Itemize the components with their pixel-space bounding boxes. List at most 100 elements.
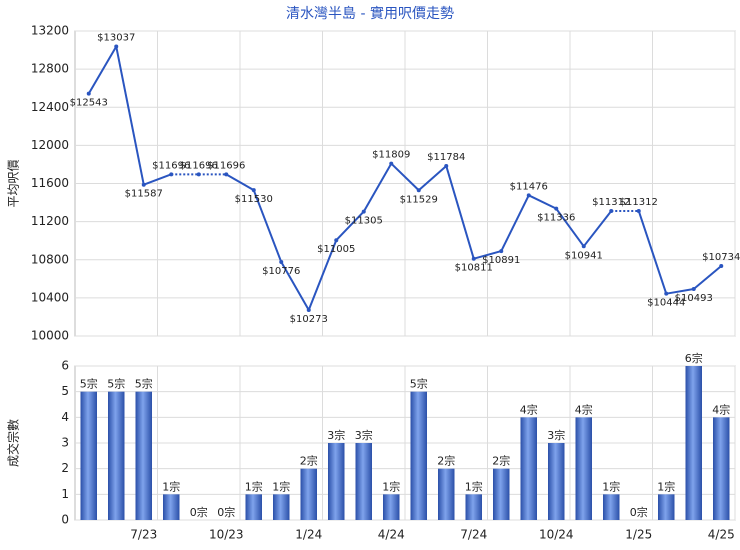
bar (300, 468, 317, 520)
line-point (361, 209, 366, 214)
line-point (691, 287, 696, 292)
y-axis-label: 平均呎價 (7, 159, 21, 207)
data-label: 4宗 (575, 402, 593, 416)
y-tick-label: 4 (61, 410, 69, 424)
line-segment (225, 173, 255, 192)
y-tick-label: 12400 (31, 100, 69, 114)
y-tick-label: 10000 (31, 329, 69, 343)
line-segment (445, 165, 475, 259)
bar (163, 494, 180, 520)
data-label: 3宗 (355, 428, 373, 442)
data-label: $11530 (235, 194, 273, 205)
line-point (444, 163, 449, 168)
bar (245, 494, 262, 520)
data-label: 2宗 (437, 454, 455, 468)
data-label: $11529 (400, 194, 438, 205)
x-tick-label: 7/24 (460, 528, 487, 542)
line-segment (693, 265, 722, 290)
data-label: 5宗 (135, 377, 153, 391)
line-point (251, 188, 256, 193)
line-segment (528, 194, 557, 210)
data-label: $10734 (702, 252, 740, 263)
y-tick-label: 5 (61, 384, 69, 398)
line-segment (280, 261, 310, 311)
data-label: $10941 (565, 250, 603, 261)
y-tick-label: 10400 (31, 290, 69, 304)
data-label: $11587 (125, 189, 163, 200)
bar (383, 494, 400, 520)
chart-title: 清水灣半島 - 實用呎價走勢 (286, 5, 454, 22)
y-tick-label: 2 (61, 461, 69, 475)
line-point (334, 238, 339, 243)
line-segment (362, 163, 393, 213)
data-label: 5宗 (80, 377, 98, 391)
data-label: $11696 (180, 160, 218, 171)
y-tick-label: 10800 (31, 252, 69, 266)
data-label: $12543 (70, 98, 108, 109)
data-label: 1宗 (465, 479, 483, 493)
data-label: $10493 (675, 293, 713, 304)
y-axis-label: 成交宗數 (6, 419, 21, 467)
line-segment (143, 173, 172, 186)
line-point (114, 44, 119, 49)
line-point (279, 260, 284, 265)
line-segment (252, 189, 283, 263)
line-point (471, 256, 476, 261)
data-label: 2宗 (300, 454, 318, 468)
x-tick-label: 4/24 (378, 528, 405, 542)
data-label: $11305 (345, 216, 383, 227)
y-tick-label: 1 (61, 487, 69, 501)
data-label: 4宗 (520, 402, 538, 416)
line-point (554, 206, 559, 211)
bar (603, 494, 620, 520)
line-point (664, 291, 669, 296)
data-label: $11312 (620, 197, 658, 208)
data-label: $10444 (647, 298, 685, 309)
x-tick-label: 10/24 (539, 528, 574, 542)
line-point (499, 249, 504, 254)
line-segment (307, 239, 338, 311)
data-label: $13037 (97, 33, 135, 44)
bar (713, 417, 730, 520)
bar (328, 443, 345, 520)
bar (410, 391, 427, 520)
line-segment (335, 210, 365, 241)
y-tick-label: 12000 (31, 138, 69, 152)
line-segment (390, 162, 420, 191)
line-segment (555, 208, 585, 247)
y-tick-label: 6 (61, 359, 69, 373)
line-segment (582, 210, 613, 247)
data-label: $11784 (427, 152, 465, 163)
data-label: 1宗 (272, 479, 290, 493)
data-label: 0宗 (190, 505, 208, 519)
x-tick-label: 1/24 (295, 528, 322, 542)
x-tick-label: 1/25 (625, 528, 652, 542)
bar (658, 494, 675, 520)
y-tick-label: 13200 (31, 24, 69, 38)
line-point (169, 172, 174, 177)
data-label: $11696 (207, 160, 245, 171)
data-label: 3宗 (547, 428, 565, 442)
x-tick-label: 10/23 (209, 528, 244, 542)
bar (273, 494, 290, 520)
line-segment (637, 210, 668, 294)
bar (575, 417, 592, 520)
data-label: 2宗 (492, 454, 510, 468)
line-point (141, 182, 146, 187)
line-point (224, 172, 229, 177)
line-point (389, 161, 394, 166)
y-tick-label: 12800 (31, 62, 69, 76)
bar (108, 391, 125, 520)
line-point (196, 172, 201, 177)
line-segment (500, 194, 530, 252)
line-point (609, 208, 614, 213)
line-point (636, 208, 641, 213)
bar (493, 468, 510, 520)
bar (135, 391, 152, 520)
data-label: $10273 (290, 314, 328, 325)
bar (548, 443, 565, 520)
data-label: 1宗 (657, 479, 675, 493)
data-label: 5宗 (410, 377, 428, 391)
y-tick-label: 3 (61, 436, 69, 450)
